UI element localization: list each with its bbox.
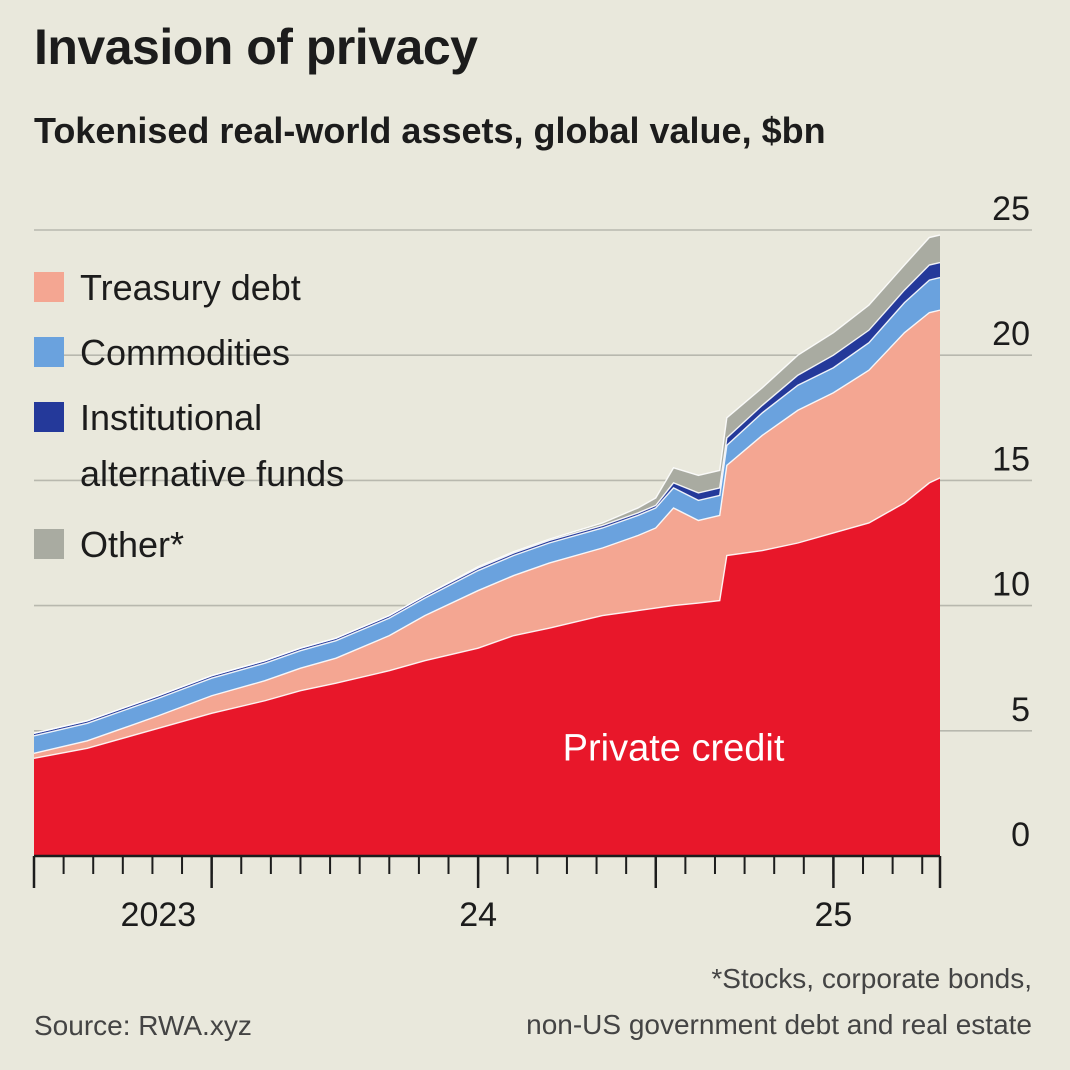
legend-label-2: Commodities bbox=[80, 332, 290, 373]
series-boundary-5 bbox=[33, 234, 941, 734]
legend-swatch-1 bbox=[34, 272, 64, 302]
x-tick-label-24: 24 bbox=[459, 896, 497, 934]
series-boundary-1 bbox=[33, 477, 941, 760]
series-boundary-2 bbox=[33, 309, 941, 755]
legend-label-4: Other* bbox=[80, 524, 184, 565]
legend-swatch-2 bbox=[34, 337, 64, 367]
x-tick-label-25: 25 bbox=[814, 896, 852, 934]
chart-subtitle: Tokenised real-world assets, global valu… bbox=[34, 110, 826, 151]
legend-label-3-line-1: Institutional bbox=[80, 397, 262, 438]
y-tick-label-0: 0 bbox=[1011, 816, 1030, 854]
x-tick-label-2023: 2023 bbox=[121, 896, 197, 934]
series-area-private-credit bbox=[34, 477, 940, 856]
source-note: Source: RWA.xyz bbox=[34, 1010, 252, 1041]
series-area-treasury-debt bbox=[34, 310, 940, 759]
y-tick-label-15: 15 bbox=[992, 440, 1030, 478]
legend-label-3-line-2: alternative funds bbox=[80, 453, 344, 494]
series-boundary-3 bbox=[33, 276, 941, 737]
footnote-line-1: *Stocks, corporate bonds, bbox=[711, 963, 1032, 994]
legend-swatch-3 bbox=[34, 402, 64, 432]
y-tick-label-25: 25 bbox=[992, 190, 1030, 228]
legend-swatch-4 bbox=[34, 529, 64, 559]
chart-title: Invasion of privacy bbox=[34, 19, 478, 75]
y-tick-label-5: 5 bbox=[1011, 691, 1030, 729]
y-tick-label-10: 10 bbox=[992, 566, 1030, 604]
footnote-line-2: non-US government debt and real estate bbox=[526, 1009, 1032, 1040]
annotation-private-credit: Private credit bbox=[563, 727, 785, 769]
y-tick-label-20: 20 bbox=[992, 315, 1030, 353]
footnote: *Stocks, corporate bonds, non-US governm… bbox=[526, 956, 1032, 1048]
legend-label-1: Treasury debt bbox=[80, 267, 301, 308]
